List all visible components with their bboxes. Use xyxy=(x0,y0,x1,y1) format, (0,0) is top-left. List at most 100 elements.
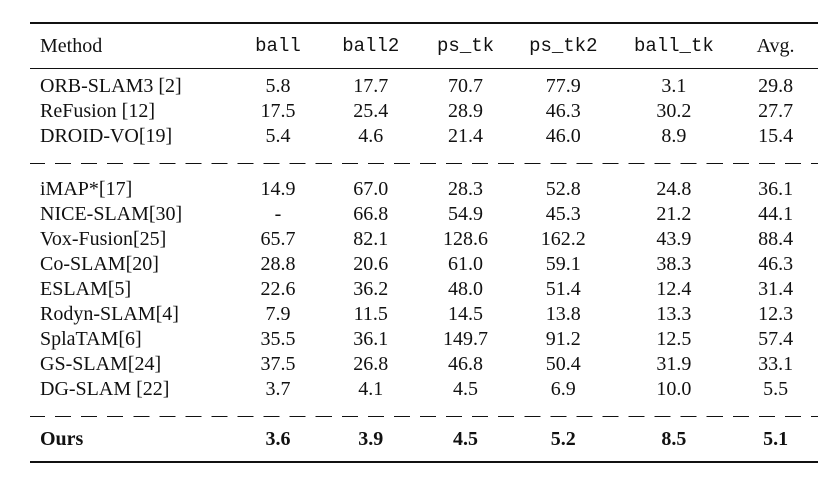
value-cell: 31.9 xyxy=(656,353,692,375)
value-cell: 28.3 xyxy=(448,178,484,200)
value-cell: 20.6 xyxy=(353,253,389,275)
value-cell: 26.8 xyxy=(353,353,389,375)
value-cell: 88.4 xyxy=(758,228,794,250)
value-cell: 149.7 xyxy=(443,328,489,350)
table-row: GS-SLAM[24] 37.5 26.8 46.8 50.4 31.9 33.1 xyxy=(30,352,818,377)
method-cell: DROID-VO[19] xyxy=(40,125,173,147)
value-cell: 65.7 xyxy=(260,228,296,250)
method-cell: NICE-SLAM[30] xyxy=(40,203,183,225)
value-cell: 28.8 xyxy=(260,253,296,275)
value-cell: 54.9 xyxy=(448,203,484,225)
value-cell: 10.0 xyxy=(656,378,692,400)
value-cell: 29.8 xyxy=(758,75,794,97)
value-cell: 61.0 xyxy=(448,253,484,275)
value-cell: 25.4 xyxy=(353,100,389,122)
method-cell: Co-SLAM[20] xyxy=(40,253,159,275)
value-cell: 91.2 xyxy=(545,328,581,350)
header-ball-tk: ball_tk xyxy=(633,35,714,57)
value-cell: 50.4 xyxy=(545,353,581,375)
value-cell: 46.3 xyxy=(545,100,581,122)
value-cell: 4.5 xyxy=(453,378,479,400)
header-avg: Avg. xyxy=(756,35,795,57)
header-ps-tk: ps_tk xyxy=(437,35,495,57)
value-cell: 28.9 xyxy=(448,100,484,122)
value-cell: 46.3 xyxy=(758,253,794,275)
table-row: DG-SLAM [22] 3.7 4.1 4.5 6.9 10.0 5.5 xyxy=(30,377,818,402)
value-cell: 17.5 xyxy=(260,100,296,122)
table-row: ESLAM[5] 22.6 36.2 48.0 51.4 12.4 31.4 xyxy=(30,277,818,302)
value-cell: 31.4 xyxy=(758,278,794,300)
value-cell: 22.6 xyxy=(260,278,296,300)
value-cell: 36.1 xyxy=(353,328,389,350)
value-cell: 45.3 xyxy=(545,203,581,225)
header-ball2: ball2 xyxy=(342,35,400,57)
method-cell: ReFusion [12] xyxy=(40,100,155,122)
table-row: ReFusion [12] 17.5 25.4 28.9 46.3 30.2 27.7 xyxy=(30,99,818,124)
value-cell: 6.9 xyxy=(550,378,576,400)
table-row: ORB-SLAM3 [2] 5.8 17.7 70.7 77.9 3.1 29.8 xyxy=(30,74,818,99)
value-cell: 12.3 xyxy=(758,303,794,325)
value-cell: 52.8 xyxy=(545,178,581,200)
table-row: Vox-Fusion[25] 65.7 82.1 128.6 162.2 43.9 88.4 xyxy=(30,227,818,252)
value-cell: 5.2 xyxy=(550,428,576,450)
method-cell: Vox-Fusion[25] xyxy=(40,228,167,250)
value-cell: 66.8 xyxy=(353,203,389,225)
value-cell: 70.7 xyxy=(448,75,484,97)
value-cell: 51.4 xyxy=(545,278,581,300)
value-cell: 44.1 xyxy=(758,203,794,225)
value-cell: 33.1 xyxy=(758,353,794,375)
value-cell: 27.7 xyxy=(758,100,794,122)
method-cell: ESLAM[5] xyxy=(40,278,132,300)
value-cell: 35.5 xyxy=(260,328,296,350)
value-cell: 36.1 xyxy=(758,178,794,200)
value-cell: 67.0 xyxy=(353,178,389,200)
value-cell: 46.8 xyxy=(448,353,484,375)
header-ball: ball xyxy=(255,35,301,57)
value-cell: 21.2 xyxy=(656,203,692,225)
value-cell: 5.1 xyxy=(763,428,789,450)
value-cell: 17.7 xyxy=(353,75,389,97)
value-cell: 4.5 xyxy=(453,428,479,450)
dashed-separator-1 xyxy=(30,163,818,164)
value-cell: 7.9 xyxy=(265,303,291,325)
method-cell: GS-SLAM[24] xyxy=(40,353,162,375)
value-cell: 30.2 xyxy=(656,100,692,122)
value-cell: 15.4 xyxy=(758,125,794,147)
results-table: Method ball ball2 ps_tk ps_tk2 ball_tk A… xyxy=(30,22,818,463)
value-cell: 59.1 xyxy=(545,253,581,275)
value-cell: 37.5 xyxy=(260,353,296,375)
group-neural: iMAP*[17] 14.9 67.0 28.3 52.8 24.8 36.1 NICE-SL… xyxy=(30,172,818,408)
value-cell: 4.1 xyxy=(358,378,384,400)
method-cell: Ours xyxy=(40,428,84,450)
value-cell: 5.5 xyxy=(763,378,789,400)
value-cell: 4.6 xyxy=(358,125,384,147)
dashed-separator-2 xyxy=(30,416,818,417)
method-cell: ORB-SLAM3 [2] xyxy=(40,75,182,97)
header-method: Method xyxy=(40,35,103,57)
value-cell: 46.0 xyxy=(545,125,581,147)
value-cell: 3.1 xyxy=(661,75,687,97)
value-cell: 21.4 xyxy=(448,125,484,147)
value-cell: 36.2 xyxy=(353,278,389,300)
table-row: Rodyn-SLAM[4] 7.9 11.5 14.5 13.8 13.3 12.3 xyxy=(30,302,818,327)
value-cell: 43.9 xyxy=(656,228,692,250)
header-ps-tk2: ps_tk2 xyxy=(529,35,598,57)
table-row: NICE-SLAM[30] - 66.8 54.9 45.3 21.2 44.1 xyxy=(30,202,818,227)
header-row: Method ball ball2 ps_tk ps_tk2 ball_tk A… xyxy=(30,24,818,68)
value-cell: 5.8 xyxy=(265,75,291,97)
value-cell: 38.3 xyxy=(656,253,692,275)
value-cell: - xyxy=(274,203,282,225)
value-cell: 13.3 xyxy=(656,303,692,325)
value-cell: 5.4 xyxy=(265,125,291,147)
value-cell: 82.1 xyxy=(353,228,389,250)
value-cell: 3.7 xyxy=(265,378,291,400)
top-rule xyxy=(30,22,818,24)
table-row: Co-SLAM[20] 28.8 20.6 61.0 59.1 38.3 46.3 xyxy=(30,252,818,277)
value-cell: 8.5 xyxy=(661,428,687,450)
value-cell: 3.6 xyxy=(265,428,291,450)
table-row: iMAP*[17] 14.9 67.0 28.3 52.8 24.8 36.1 xyxy=(30,177,818,202)
value-cell: 24.8 xyxy=(656,178,692,200)
value-cell: 77.9 xyxy=(545,75,581,97)
value-cell: 11.5 xyxy=(353,303,388,325)
value-cell: 128.6 xyxy=(443,228,489,250)
